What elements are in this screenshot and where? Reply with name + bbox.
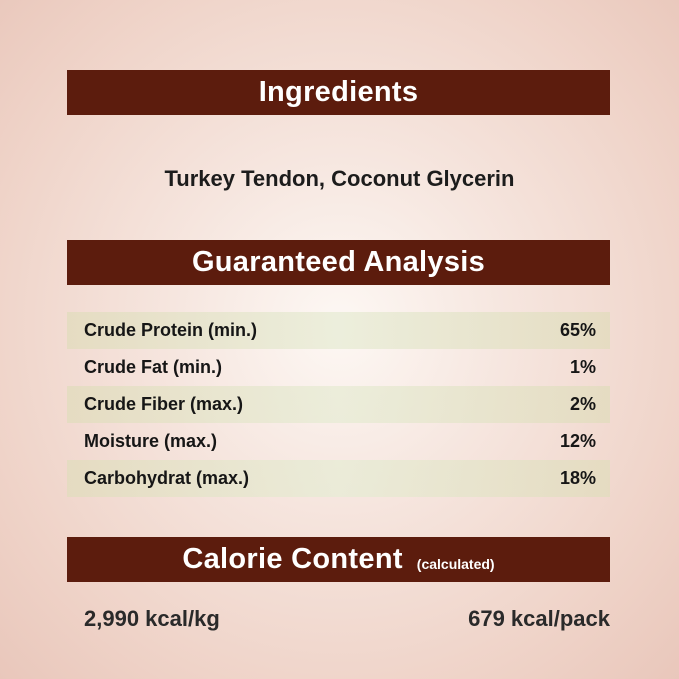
row-value: 12% <box>559 431 596 451</box>
row-value: 65% <box>559 320 596 340</box>
analysis-row: Crude Protein (min.) 65% <box>67 312 610 349</box>
analysis-row: Carbohydrat (max.) 18% <box>67 460 610 497</box>
row-value: 1% <box>569 357 596 377</box>
analysis-row: Crude Fat (min.) 1% <box>67 349 610 386</box>
row-value: 18% <box>559 468 596 488</box>
calorie-subtitle: (calculated) <box>416 555 495 572</box>
row-label: Crude Fiber (max.) <box>84 394 244 414</box>
calorie-per-kg: 2,990 kcal/kg <box>84 606 220 631</box>
row-label: Crude Protein (min.) <box>84 320 258 340</box>
analysis-title: Guaranteed Analysis <box>191 246 486 278</box>
calorie-title: Calorie Content <box>182 543 403 575</box>
analysis-row: Crude Fiber (max.) 2% <box>67 386 610 423</box>
ingredients-banner: Ingredients <box>67 70 610 115</box>
analysis-banner: Guaranteed Analysis <box>67 240 610 285</box>
ingredients-text: Turkey Tendon, Coconut Glycerin <box>164 166 515 191</box>
row-value: 2% <box>569 394 596 414</box>
row-label: Moisture (max.) <box>84 431 218 451</box>
calorie-banner: Calorie Content (calculated) <box>67 537 610 582</box>
ingredients-title: Ingredients <box>258 76 419 108</box>
row-label: Carbohydrat (max.) <box>84 468 250 488</box>
analysis-row: Moisture (max.) 12% <box>67 423 610 460</box>
calorie-per-pack: 679 kcal/pack <box>468 606 610 631</box>
row-label: Crude Fat (min.) <box>84 357 222 377</box>
